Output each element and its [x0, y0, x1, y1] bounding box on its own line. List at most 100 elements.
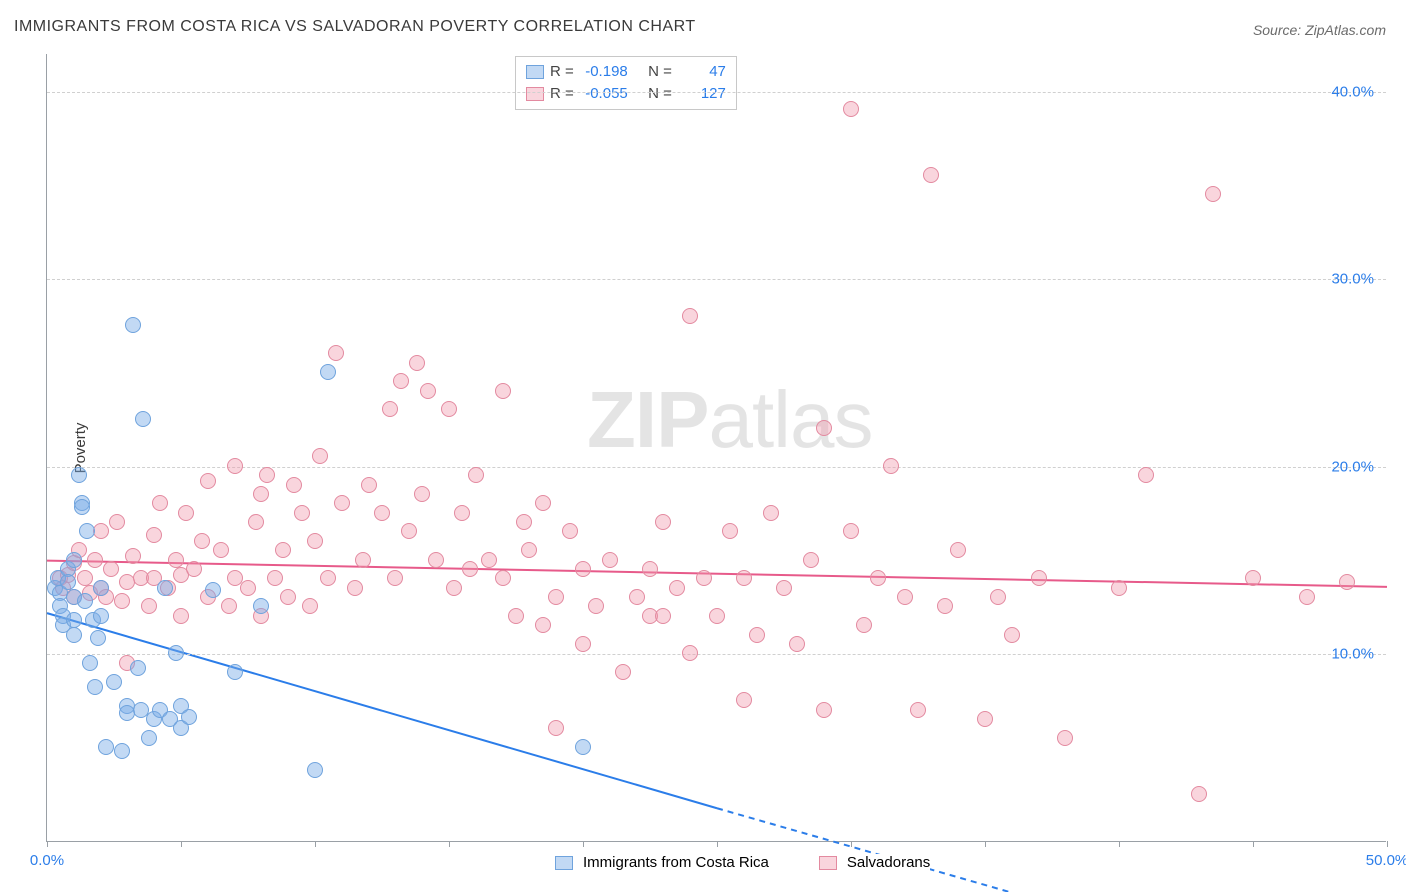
legend-label-costa-rica: Immigrants from Costa Rica [583, 854, 769, 871]
scatter-point-salvadorans [77, 570, 93, 586]
n-value-salvadorans: 127 [678, 83, 726, 105]
scatter-point-salvadorans [227, 458, 243, 474]
scatter-point-salvadorans [259, 467, 275, 483]
scatter-point-salvadorans [535, 495, 551, 511]
scatter-point-salvadorans [1245, 570, 1261, 586]
scatter-point-salvadorans [816, 702, 832, 718]
gridline-h [47, 467, 1386, 468]
scatter-point-costa-rica [98, 739, 114, 755]
scatter-point-costa-rica [125, 317, 141, 333]
scatter-point-salvadorans [125, 548, 141, 564]
scatter-point-costa-rica [60, 574, 76, 590]
scatter-point-salvadorans [446, 580, 462, 596]
scatter-point-salvadorans [535, 617, 551, 633]
scatter-point-salvadorans [347, 580, 363, 596]
scatter-point-salvadorans [200, 473, 216, 489]
scatter-point-salvadorans [240, 580, 256, 596]
scatter-point-costa-rica [106, 674, 122, 690]
scatter-point-costa-rica [114, 743, 130, 759]
r-value-costa-rica: -0.198 [580, 61, 628, 83]
scatter-point-salvadorans [588, 598, 604, 614]
scatter-point-salvadorans [387, 570, 403, 586]
scatter-point-costa-rica [66, 612, 82, 628]
x-tick [851, 841, 852, 847]
scatter-point-salvadorans [749, 627, 765, 643]
scatter-point-salvadorans [709, 608, 725, 624]
scatter-point-salvadorans [548, 589, 564, 605]
stats-row-costa-rica: R = -0.198 N = 47 [526, 61, 726, 83]
scatter-point-salvadorans [168, 552, 184, 568]
scatter-point-salvadorans [937, 598, 953, 614]
scatter-point-salvadorans [374, 505, 390, 521]
scatter-point-salvadorans [173, 608, 189, 624]
x-tick [985, 841, 986, 847]
scatter-point-salvadorans [923, 167, 939, 183]
scatter-point-costa-rica [157, 580, 173, 596]
scatter-point-costa-rica [575, 739, 591, 755]
scatter-point-salvadorans [615, 664, 631, 680]
scatter-point-salvadorans [428, 552, 444, 568]
scatter-point-costa-rica [181, 709, 197, 725]
scatter-point-salvadorans [696, 570, 712, 586]
scatter-point-salvadorans [516, 514, 532, 530]
x-tick [583, 841, 584, 847]
swatch-costa-rica [555, 856, 573, 870]
x-tick [1253, 841, 1254, 847]
scatter-point-salvadorans [109, 514, 125, 530]
scatter-point-salvadorans [221, 598, 237, 614]
scatter-point-salvadorans [1138, 467, 1154, 483]
scatter-point-salvadorans [495, 383, 511, 399]
scatter-point-salvadorans [355, 552, 371, 568]
scatter-point-salvadorans [803, 552, 819, 568]
scatter-point-salvadorans [194, 533, 210, 549]
scatter-point-salvadorans [382, 401, 398, 417]
scatter-point-salvadorans [575, 561, 591, 577]
n-label: N = [648, 61, 672, 83]
scatter-point-salvadorans [856, 617, 872, 633]
watermark-rest: atlas [708, 375, 872, 464]
scatter-point-salvadorans [1057, 730, 1073, 746]
scatter-point-salvadorans [178, 505, 194, 521]
scatter-point-salvadorans [320, 570, 336, 586]
scatter-point-salvadorans [910, 702, 926, 718]
scatter-point-salvadorans [361, 477, 377, 493]
scatter-point-salvadorans [253, 486, 269, 502]
scatter-point-salvadorans [843, 523, 859, 539]
scatter-point-salvadorans [481, 552, 497, 568]
scatter-point-costa-rica [87, 679, 103, 695]
n-value-costa-rica: 47 [678, 61, 726, 83]
scatter-point-costa-rica [79, 523, 95, 539]
scatter-point-costa-rica [307, 762, 323, 778]
scatter-point-salvadorans [393, 373, 409, 389]
x-tick [47, 841, 48, 847]
scatter-point-salvadorans [267, 570, 283, 586]
y-tick-label: 10.0% [1331, 646, 1374, 663]
x-tick [717, 841, 718, 847]
scatter-point-salvadorans [655, 514, 671, 530]
scatter-point-salvadorans [280, 589, 296, 605]
scatter-point-costa-rica [90, 630, 106, 646]
y-tick-label: 20.0% [1331, 458, 1374, 475]
scatter-point-costa-rica [93, 580, 109, 596]
watermark: ZIPatlas [587, 374, 872, 466]
scatter-point-salvadorans [87, 552, 103, 568]
scatter-point-salvadorans [629, 589, 645, 605]
scatter-point-salvadorans [114, 593, 130, 609]
scatter-point-salvadorans [521, 542, 537, 558]
scatter-point-salvadorans [186, 561, 202, 577]
gridline-h [47, 654, 1386, 655]
n-label: N = [648, 83, 672, 105]
scatter-point-salvadorans [575, 636, 591, 652]
scatter-point-salvadorans [883, 458, 899, 474]
scatter-point-salvadorans [508, 608, 524, 624]
scatter-point-salvadorans [420, 383, 436, 399]
scatter-point-salvadorans [950, 542, 966, 558]
x-tick-label: 50.0% [1366, 852, 1406, 869]
scatter-point-salvadorans [152, 495, 168, 511]
scatter-point-salvadorans [462, 561, 478, 577]
stats-row-salvadorans: R = -0.055 N = 127 [526, 83, 726, 105]
scatter-point-costa-rica [77, 593, 93, 609]
scatter-point-costa-rica [71, 467, 87, 483]
scatter-point-salvadorans [990, 589, 1006, 605]
scatter-point-salvadorans [562, 523, 578, 539]
